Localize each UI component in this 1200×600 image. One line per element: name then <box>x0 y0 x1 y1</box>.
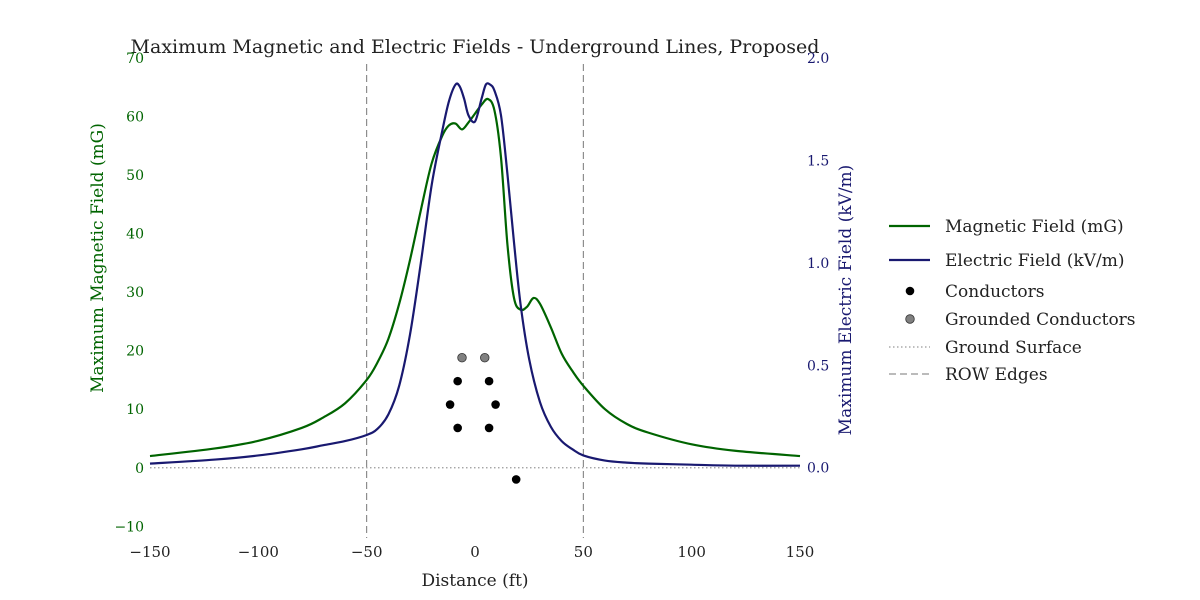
legend-item: Ground Surface <box>889 338 1082 358</box>
conductor-marker <box>491 400 500 409</box>
chart-title: Maximum Magnetic and Electric Fields - U… <box>131 36 820 58</box>
x-axis-label: Distance (ft) <box>421 571 528 591</box>
legend-label: ROW Edges <box>945 365 1048 385</box>
x-tick-label: 100 <box>677 543 706 561</box>
left-tick-label: 20 <box>126 344 144 360</box>
right-tick-label: 1.5 <box>807 153 829 169</box>
grounded-conductor-marker <box>480 353 490 363</box>
legend-label: Grounded Conductors <box>945 310 1136 330</box>
legend-label: Conductors <box>945 282 1044 302</box>
x-tick-label: 0 <box>470 543 480 561</box>
row-edges <box>366 64 584 538</box>
conductor-marker <box>445 400 455 409</box>
legend-item: Magnetic Field (mG) <box>889 217 1124 237</box>
legend-swatch <box>905 286 915 296</box>
right-tick-label: 2.0 <box>807 51 829 67</box>
x-tick-label: −50 <box>351 543 383 561</box>
legend-item: ROW Edges <box>889 365 1048 385</box>
x-tick-label: −150 <box>129 543 170 561</box>
grounded-conductor-marker <box>457 353 467 363</box>
right-axis-label: Maximum Electric Field (kV/m) <box>836 165 856 436</box>
legend-label: Electric Field (kV/m) <box>945 251 1124 271</box>
left-tick-label: 50 <box>126 168 144 184</box>
left-tick-label: −10 <box>114 519 144 535</box>
legend-item: Conductors <box>905 282 1044 302</box>
x-tick-label: 150 <box>786 543 815 561</box>
left-tick-label: 40 <box>126 227 144 243</box>
right-tick-label: 0.5 <box>807 358 829 374</box>
x-tick-label: −100 <box>238 543 279 561</box>
legend-item: Grounded Conductors <box>905 310 1136 330</box>
conductor-marker <box>453 423 462 433</box>
conductor-marker <box>484 423 494 433</box>
x-axis-ticks: −150 −100 −50 0 50 100 150 <box>129 543 814 561</box>
left-tick-label: 70 <box>126 51 144 67</box>
legend-swatch <box>905 314 915 324</box>
conductor-markers <box>445 353 521 484</box>
left-tick-label: 0 <box>135 461 144 477</box>
left-axis-ticks: −10 0 10 20 30 40 50 60 70 <box>114 51 144 535</box>
legend-label: Magnetic Field (mG) <box>945 217 1124 237</box>
legend-label: Ground Surface <box>945 338 1082 358</box>
magnetic-field-line <box>149 97 801 458</box>
conductor-marker <box>453 376 462 386</box>
left-axis-label: Maximum Magnetic Field (mG) <box>88 123 108 393</box>
series-lines <box>149 82 801 467</box>
x-tick-label: 50 <box>574 543 593 561</box>
legend: Magnetic Field (mG) Electric Field (kV/m)… <box>889 217 1136 385</box>
left-tick-label: 30 <box>126 285 144 301</box>
legend-item: Electric Field (kV/m) <box>889 251 1124 271</box>
right-tick-label: 0.0 <box>807 461 829 477</box>
right-axis-ticks: 0.0 0.5 1.0 1.5 2.0 <box>807 51 829 477</box>
conductor-marker <box>511 475 521 484</box>
right-tick-label: 1.0 <box>807 256 829 272</box>
left-tick-label: 60 <box>126 110 144 126</box>
conductor-marker <box>484 376 494 386</box>
electric-field-line <box>149 82 801 467</box>
left-tick-label: 10 <box>126 402 144 418</box>
